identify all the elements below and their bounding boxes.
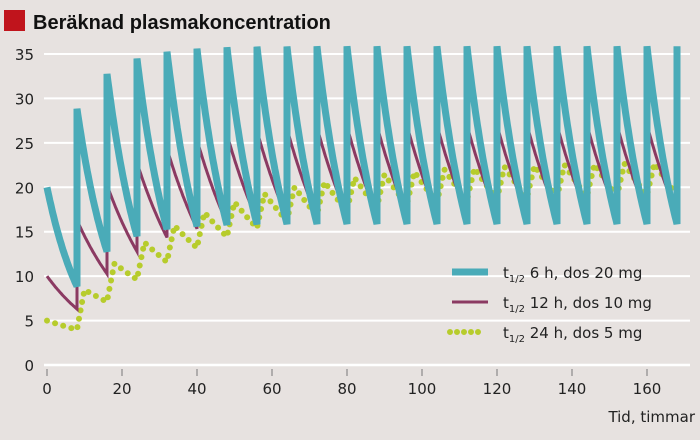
x-axis-label: Tid, timmar	[607, 408, 695, 426]
y-tick-label: 25	[15, 135, 34, 153]
y-tick-label: 15	[15, 224, 34, 242]
y-tick-label: 10	[15, 268, 34, 286]
chart-title: Beräknad plasmakoncentration	[33, 12, 331, 34]
x-tick-label: 120	[483, 380, 512, 398]
x-tick-label: 20	[112, 380, 131, 398]
x-tick-label: 100	[408, 380, 437, 398]
x-tick-label: 0	[42, 380, 52, 398]
legend: t1/2 6 h, dos 20 mg t1/2 12 h, dos 10 mg t…	[447, 264, 652, 345]
x-tick-label: 80	[337, 380, 356, 398]
x-tick-label: 60	[262, 380, 281, 398]
series-line-1	[45, 124, 679, 313]
series-line-0	[43, 45, 681, 288]
series-line-2	[44, 155, 680, 334]
y-tick-label: 35	[15, 46, 34, 64]
x-tick-label: 160	[633, 380, 662, 398]
x-tick-label: 40	[187, 380, 206, 398]
legend-label-1: t1/2 12 h, dos 10 mg	[503, 294, 652, 315]
legend-label-0: t1/2 6 h, dos 20 mg	[503, 264, 642, 285]
y-tick-label: 5	[24, 313, 34, 331]
legend-label-2: t1/2 24 h, dos 5 mg	[503, 324, 642, 345]
y-tick-label: 30	[15, 90, 34, 108]
x-tick-label: 140	[558, 380, 587, 398]
title-marker	[4, 10, 25, 31]
y-tick-label: 20	[15, 179, 34, 197]
y-tick-label: 0	[24, 357, 34, 375]
